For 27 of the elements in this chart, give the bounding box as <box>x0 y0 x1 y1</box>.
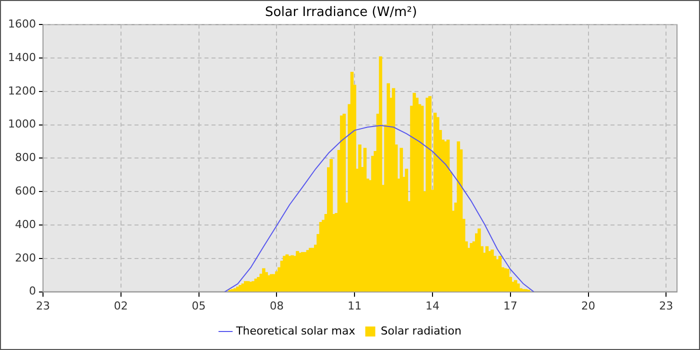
y-tick-label: 600 <box>14 184 36 198</box>
chart-title: Solar Irradiance (W/m²) <box>264 5 418 20</box>
bar <box>426 98 429 292</box>
bar <box>238 284 242 292</box>
x-tick-label: 23 <box>36 299 50 312</box>
y-tick-label: 800 <box>14 151 36 164</box>
x-tick-label: 17 <box>503 299 518 312</box>
x-tick-label: 05 <box>192 299 206 312</box>
y-tick-label: 1400 <box>8 50 36 64</box>
legend-label: Solar radiation <box>380 324 462 338</box>
x-tick-label: 20 <box>581 299 596 312</box>
x-tick-label: 23 <box>659 299 674 312</box>
y-tick-label: 200 <box>14 251 36 264</box>
legend-label: Theoretical solar max <box>235 324 356 338</box>
y-tick-label: 400 <box>14 218 36 231</box>
bar <box>506 268 510 292</box>
x-tick-label: 08 <box>270 299 284 312</box>
y-tick-label: 1200 <box>8 84 36 98</box>
bar <box>522 289 525 292</box>
x-tick-label: 02 <box>114 299 128 312</box>
bar <box>516 283 520 292</box>
x-tick-label: 14 <box>425 299 440 312</box>
x-tick-label: 11 <box>348 299 362 312</box>
y-tick-label: 1000 <box>8 118 36 131</box>
y-tick-label: 0 <box>28 284 36 298</box>
y-tick-label: 1600 <box>8 17 36 30</box>
bar <box>342 114 346 292</box>
